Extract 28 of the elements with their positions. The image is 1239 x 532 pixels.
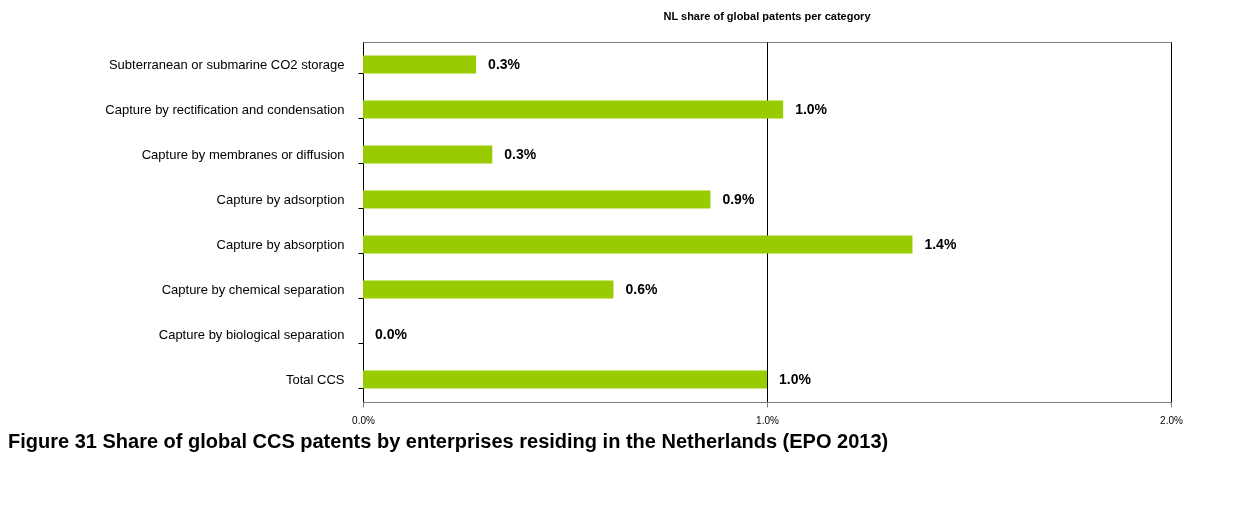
bar: [363, 190, 711, 209]
data-label: 1.4%: [924, 235, 957, 252]
chart-title: NL share of global patents per category: [663, 10, 872, 22]
y-tick-label: Capture by biological separation: [158, 326, 345, 342]
bar: [363, 145, 493, 164]
bar: [363, 55, 477, 74]
data-label: 0.3%: [504, 145, 537, 162]
data-label: 0.6%: [625, 280, 658, 297]
y-tick-label: Subterranean or submarine CO2 storage: [108, 56, 345, 72]
data-label: 0.9%: [722, 190, 755, 207]
x-tick-label: 1.0%: [756, 414, 779, 426]
x-tick-label: 2.0%: [1160, 414, 1183, 426]
y-tick-label: Capture by chemical separation: [161, 281, 345, 297]
x-tick-label: 0.0%: [352, 414, 375, 426]
y-tick-label: Capture by absorption: [216, 236, 345, 252]
y-tick-label: Total CCS: [285, 371, 345, 387]
data-label: 1.0%: [795, 100, 828, 117]
y-tick-label: Capture by adsorption: [216, 191, 345, 207]
data-label: 1.0%: [779, 370, 812, 387]
bar: [363, 100, 784, 119]
caption: Figure 31 Share of global CCS patents by enterprises residing in the Netherlands (EPO 2013): [8, 430, 889, 452]
y-tick-label: Capture by rectification and condensation: [105, 101, 345, 117]
bar: [363, 280, 614, 299]
data-label: 0.3%: [488, 55, 521, 72]
bar: [363, 235, 913, 254]
bar: [363, 370, 767, 389]
y-tick-label: Capture by membranes or diffusion: [141, 146, 345, 162]
data-label: 0.0%: [375, 325, 408, 342]
